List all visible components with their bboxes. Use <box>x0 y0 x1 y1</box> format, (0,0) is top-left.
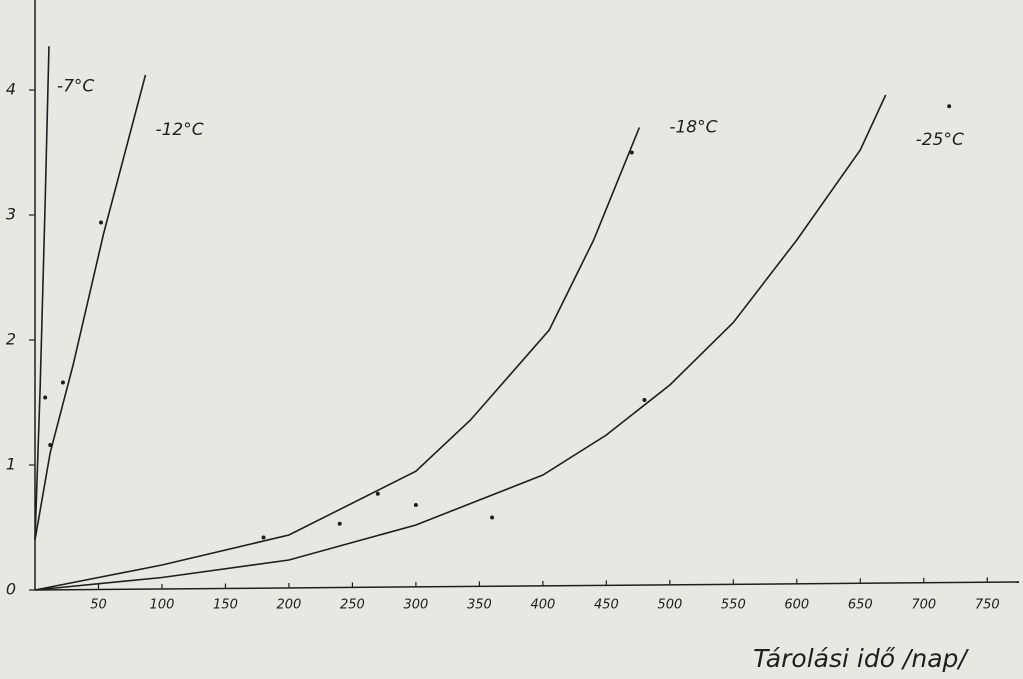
data-point <box>60 380 65 385</box>
x-tick-label: 550 <box>721 598 746 613</box>
x-axis <box>34 581 1020 591</box>
series-label: -7°C <box>57 76 94 96</box>
x-axis-label: Tárolási idő /nap/ <box>753 644 969 673</box>
series-label: -18°C <box>669 118 717 138</box>
x-tick-label: 100 <box>150 598 175 613</box>
series-line <box>34 74 147 541</box>
data-point <box>261 535 266 540</box>
x-tick-label: 300 <box>403 598 428 613</box>
y-tick-label: 0 <box>6 580 16 599</box>
x-tick-label: 250 <box>340 598 365 613</box>
data-point <box>629 150 634 155</box>
x-tick-label: 400 <box>530 598 555 613</box>
x-tick-label: 50 <box>90 598 107 613</box>
series-line <box>34 46 50 541</box>
data-point <box>99 220 104 225</box>
y-tick-label: 2 <box>6 330 16 349</box>
x-tick-label: 600 <box>784 598 809 613</box>
x-tick-label: 450 <box>594 598 619 613</box>
y-tick-label: 3 <box>6 205 16 224</box>
data-point <box>490 515 495 520</box>
series-line <box>34 127 641 591</box>
series-label: -25°C <box>916 130 964 150</box>
x-tick-label: 750 <box>975 598 1000 613</box>
data-point <box>947 104 952 109</box>
x-tick-label: 650 <box>848 598 873 613</box>
series-line <box>34 94 887 591</box>
x-tick-label: 700 <box>911 598 936 613</box>
data-point <box>413 503 418 507</box>
data-point <box>337 521 342 526</box>
x-tick-label: 500 <box>657 598 682 613</box>
data-point <box>642 398 647 402</box>
data-point <box>48 443 53 447</box>
x-tick-label: 200 <box>277 598 302 613</box>
x-tick-label: 350 <box>467 598 492 613</box>
y-tick-label: 4 <box>6 80 16 99</box>
data-point <box>375 491 380 496</box>
y-tick-label: 1 <box>6 455 16 474</box>
series-label: -12°C <box>155 120 203 140</box>
data-point <box>43 395 48 400</box>
x-tick-label: 150 <box>213 598 238 613</box>
